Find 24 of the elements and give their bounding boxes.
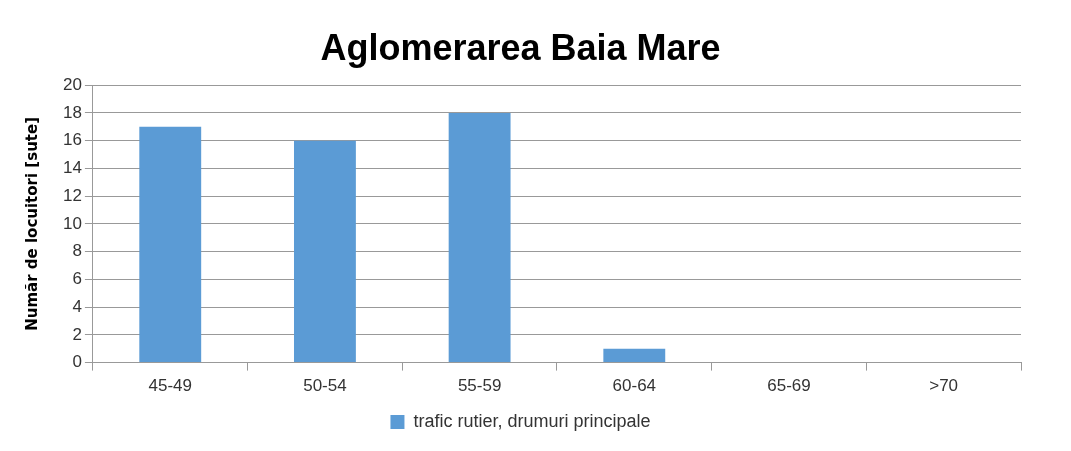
y-tick-label: 16 bbox=[62, 130, 82, 150]
chart-title: Aglomerarea Baia Mare bbox=[320, 26, 721, 68]
y-tick-label: 2 bbox=[72, 324, 82, 344]
legend-label: trafic rutier, drumuri principale bbox=[413, 410, 651, 431]
y-tick-label: 8 bbox=[72, 241, 82, 261]
y-tick-label: 4 bbox=[72, 296, 82, 316]
x-tick-label: 55-59 bbox=[457, 376, 502, 396]
y-tick-label: 20 bbox=[62, 74, 82, 94]
x-tick-label: 60-64 bbox=[612, 376, 657, 396]
bar bbox=[294, 140, 356, 363]
y-tick-label: 14 bbox=[62, 158, 82, 178]
x-tick-label: 50-54 bbox=[303, 376, 347, 396]
x-tick-label: 65-69 bbox=[767, 376, 811, 396]
y-tick-label: 0 bbox=[72, 352, 82, 372]
bar bbox=[603, 348, 666, 363]
y-tick-label: 10 bbox=[62, 213, 82, 233]
x-tick-label: >70 bbox=[929, 376, 959, 396]
y-axis-title: Număr de locuitori [sute] bbox=[22, 117, 41, 331]
y-tick-label: 12 bbox=[62, 185, 82, 205]
y-tick-label: 6 bbox=[72, 269, 82, 289]
bar bbox=[448, 112, 511, 363]
x-tick-label: 45-49 bbox=[148, 376, 192, 396]
y-tick-label: 18 bbox=[62, 102, 82, 122]
bar bbox=[139, 126, 202, 363]
